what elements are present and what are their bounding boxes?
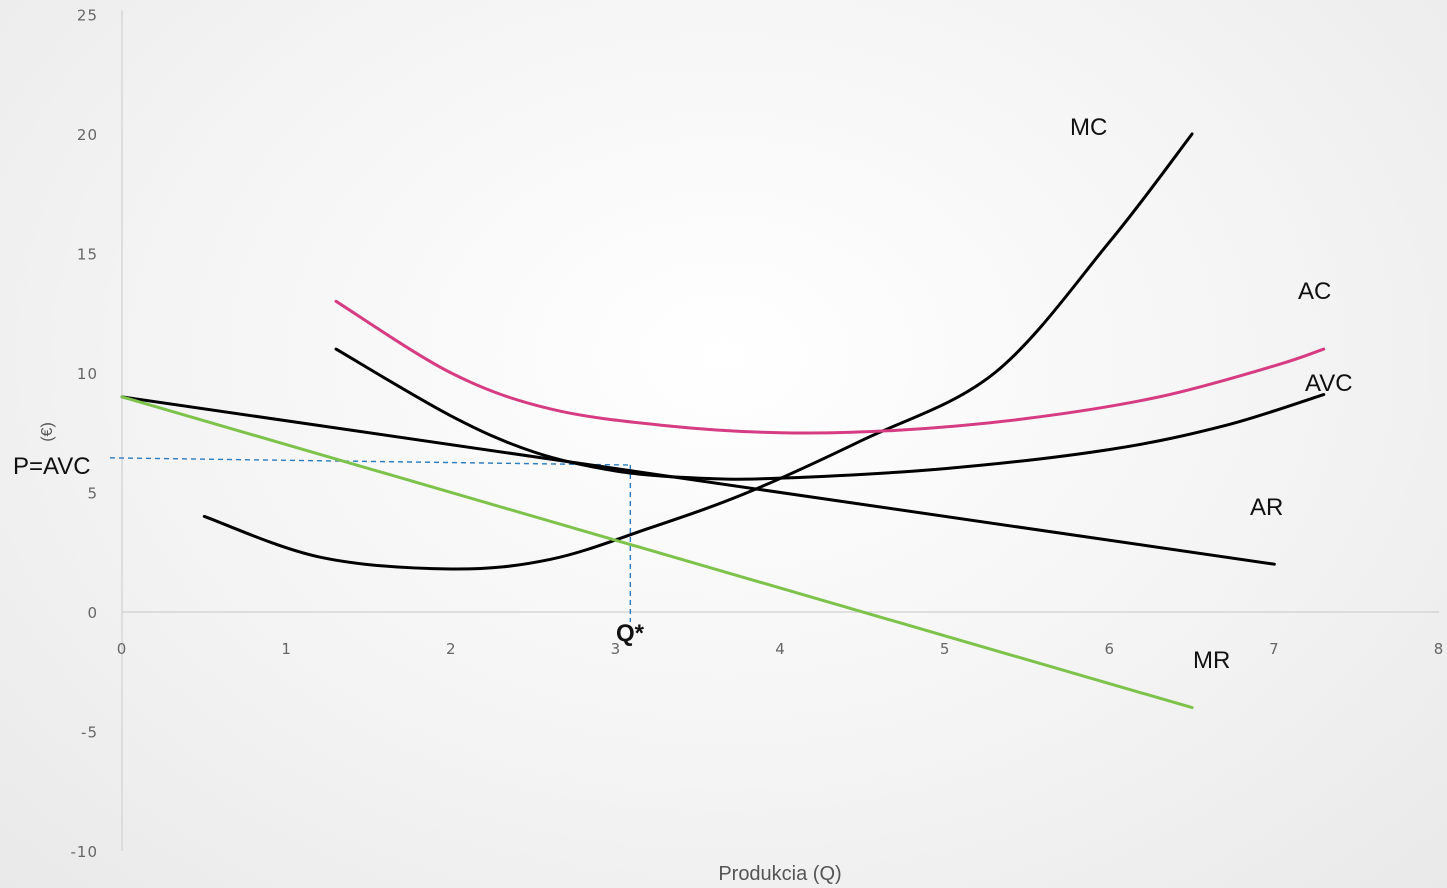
x-tick-label: 6 bbox=[1104, 640, 1115, 658]
x-tick-label: 1 bbox=[281, 640, 292, 658]
series-ac-label: AC bbox=[1298, 278, 1331, 305]
q-star-label: Q* bbox=[616, 620, 645, 647]
series-mr-label: MR bbox=[1193, 647, 1230, 674]
series-mr-line bbox=[120, 395, 1194, 710]
y-tick-label: 0 bbox=[87, 604, 98, 622]
series-avc-label: AVC bbox=[1305, 370, 1353, 397]
y-tick-label: 15 bbox=[77, 246, 98, 264]
x-tick-label: 2 bbox=[446, 640, 457, 658]
y-tick-label: 5 bbox=[87, 485, 98, 503]
x-tick-label: 4 bbox=[775, 640, 786, 658]
series-ar-label: AR bbox=[1250, 494, 1283, 521]
price-guide-line bbox=[109, 457, 631, 466]
series-avc-line bbox=[334, 347, 1326, 481]
p-equals-avc-label: P=AVC bbox=[13, 453, 91, 480]
series-mc-line bbox=[202, 132, 1194, 571]
x-tick-label: 3 bbox=[611, 640, 622, 658]
x-tick-label: 5 bbox=[940, 640, 951, 658]
y-tick-label: 25 bbox=[77, 7, 98, 25]
x-tick-label: 7 bbox=[1269, 640, 1280, 658]
x-tick-label: 8 bbox=[1434, 640, 1445, 658]
x-tick-label: 0 bbox=[117, 640, 128, 658]
x-axis-title: Produkcia (Q) bbox=[718, 863, 841, 885]
series-ac-line bbox=[334, 299, 1326, 435]
y-tick-label: 20 bbox=[77, 126, 98, 144]
y-tick-label: -5 bbox=[81, 724, 98, 742]
y-axis-title: (€) bbox=[39, 422, 56, 442]
y-tick-label: -10 bbox=[71, 843, 99, 861]
series-mc-label: MC bbox=[1070, 114, 1107, 141]
y-tick-label: 10 bbox=[77, 365, 98, 383]
series-ar-line bbox=[120, 395, 1276, 566]
